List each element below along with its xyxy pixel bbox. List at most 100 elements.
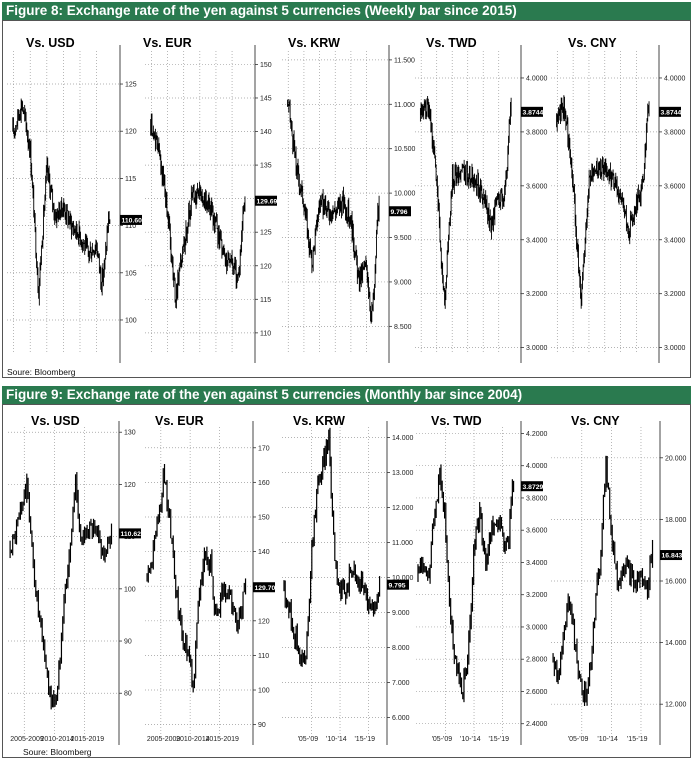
y-tick-label: 4.2000 <box>526 431 548 438</box>
x-tick-label: '15-'19 <box>354 736 375 743</box>
x-tick-label: '10-'14 <box>597 736 618 743</box>
y-tick-label: 3.4000 <box>526 237 548 244</box>
x-tick-label: '10-'14 <box>326 736 347 743</box>
chart-panel-2: Vs. EUR110115120125130135140145150201520… <box>143 36 278 363</box>
x-tick-label: 2005-2009 <box>10 736 44 743</box>
chart-panel-4: Vs. TWD 2.4000 2.6000 2.8000 3.0000 3.2000 3.4… <box>416 414 548 745</box>
last-value-label: 129.70 <box>255 585 276 592</box>
y-tick-label: 3.0000 <box>664 345 686 352</box>
chart-panel-5: Vs. CNY 12.000 14.000 16.000 18.000 20.000 '05… <box>551 414 687 745</box>
y-tick-label: 160 <box>258 480 270 487</box>
chart-title: Vs. CNY <box>571 414 620 428</box>
y-tick-label: 9.000 <box>392 610 410 617</box>
y-tick-label: 100 <box>124 586 136 593</box>
chart-title: Vs. TWD <box>431 414 482 428</box>
y-tick-label: 90 <box>124 639 132 646</box>
y-tick-label: 3.6000 <box>526 528 548 535</box>
chart-panel-3: Vs. KRW 8.500 9.000 9.500 10.000 10.500 11.000… <box>282 36 416 363</box>
last-value-label: 3.8744 <box>661 109 682 116</box>
last-value-label: 110.62 <box>121 531 142 538</box>
y-tick-label: 3.0000 <box>526 345 548 352</box>
y-tick-label: 150 <box>258 514 270 521</box>
last-value-badge <box>387 579 409 590</box>
y-tick-label: 3.6000 <box>664 183 686 190</box>
y-tick-label: 115 <box>125 176 136 183</box>
y-tick-label: 14.000 <box>392 435 414 442</box>
figure-9: Figure 9: Exchange rate of the yen again… <box>2 386 691 758</box>
y-tick-label: 3.2000 <box>526 592 548 599</box>
y-tick-label: 115 <box>260 297 271 304</box>
x-tick-label: '10-'14 <box>460 736 481 743</box>
y-tick-label: 2.6000 <box>526 689 548 696</box>
y-tick-label: 3.8000 <box>664 129 686 136</box>
y-tick-label: 110 <box>258 653 269 660</box>
x-tick-label: '15-'19 <box>488 736 509 743</box>
x-tick-label: 2010-2014 <box>40 736 74 743</box>
figure-8-source: Soure: Bloomberg <box>7 367 76 377</box>
last-value-badge <box>255 195 277 206</box>
last-value-label: 9.795 <box>389 582 406 589</box>
chart-title: Vs. TWD <box>426 36 477 50</box>
y-tick-label: 3.8000 <box>526 495 548 502</box>
y-tick-label: 3.4000 <box>664 237 686 244</box>
y-tick-label: 3.0000 <box>526 624 548 631</box>
y-tick-label: 135 <box>260 163 272 170</box>
chart-title: Vs. USD <box>31 414 80 428</box>
y-tick-label: 3.2000 <box>664 291 686 298</box>
y-tick-label: 140 <box>260 129 272 136</box>
y-tick-label: 120 <box>125 129 137 136</box>
chart-panel-4: Vs. TWD 3.0000 3.2000 3.4000 3.6000 3.8000 4.0… <box>415 36 548 363</box>
y-tick-label: 16.000 <box>665 579 687 586</box>
figure-9-body: Vs. USD80901001101201302005-20092010-201… <box>2 404 691 758</box>
chart-panel-3: Vs. KRW 6.000 7.000 8.000 9.000 10.000 11.000 1… <box>282 414 414 745</box>
y-tick-label: 10.000 <box>392 575 414 582</box>
x-tick-label: 2015-2019 <box>205 736 239 743</box>
y-tick-label: 3.4000 <box>526 560 548 567</box>
last-value-label: 3.8729 <box>523 484 544 491</box>
figure-8-charts: Vs. USD100105110115120125201520162017201… <box>7 36 686 363</box>
figure-9-title: Figure 9: Exchange rate of the yen again… <box>2 386 691 404</box>
x-tick-label: '05-'09 <box>432 736 453 743</box>
figure-9-source: Soure: Bloomberg <box>23 747 92 757</box>
chart-title: Vs. CNY <box>568 36 617 50</box>
y-tick-label: 120 <box>258 618 270 625</box>
x-tick-label: 2010-2014 <box>176 736 210 743</box>
figure-9-charts: Vs. USD80901001101201302005-20092010-201… <box>8 414 687 745</box>
chart-title: Vs. EUR <box>143 36 192 50</box>
y-tick-label: 7.000 <box>392 680 410 687</box>
y-tick-label: 125 <box>125 82 137 89</box>
last-value-badge <box>253 582 275 593</box>
y-tick-label: 170 <box>258 445 270 452</box>
y-tick-label: 8.500 <box>394 324 412 331</box>
y-tick-label: 90 <box>258 722 266 729</box>
last-value-label: 129.69 <box>257 198 278 205</box>
y-tick-label: 10.000 <box>394 191 416 198</box>
x-tick-label: 2015-2019 <box>71 736 105 743</box>
y-tick-label: 9.500 <box>394 235 412 242</box>
y-tick-label: 11.000 <box>394 102 415 109</box>
y-tick-label: 8.000 <box>392 645 410 652</box>
x-tick-label: 2005-2009 <box>147 736 181 743</box>
chart-title: Vs. USD <box>26 36 75 50</box>
y-tick-label: 9.000 <box>394 279 412 286</box>
chart-title: Vs. KRW <box>288 36 340 50</box>
y-tick-label: 14.000 <box>665 640 687 647</box>
x-tick-label: '05-'09 <box>298 736 319 743</box>
y-tick-label: 145 <box>260 95 272 102</box>
last-value-badge <box>521 481 543 492</box>
x-tick-label: '15-'19 <box>627 736 648 743</box>
y-tick-label: 4.0000 <box>664 75 686 82</box>
last-value-label: 110.60 <box>122 218 143 225</box>
y-tick-label: 12.000 <box>392 505 414 512</box>
y-tick-label: 11.000 <box>392 540 413 547</box>
y-tick-label: 110 <box>125 223 136 230</box>
last-value-label: 16.843 <box>662 553 683 560</box>
last-value-badge <box>119 528 141 539</box>
y-tick-label: 12.000 <box>665 702 687 709</box>
x-tick-label: '05-'09 <box>568 736 589 743</box>
y-tick-label: 4.0000 <box>526 463 548 470</box>
chart-panel-1: Vs. USD80901001101201302005-20092010-201… <box>8 414 141 745</box>
y-tick-label: 20.000 <box>665 455 687 462</box>
last-value-label: 9.796 <box>391 209 408 216</box>
y-tick-label: 10.500 <box>394 146 416 153</box>
